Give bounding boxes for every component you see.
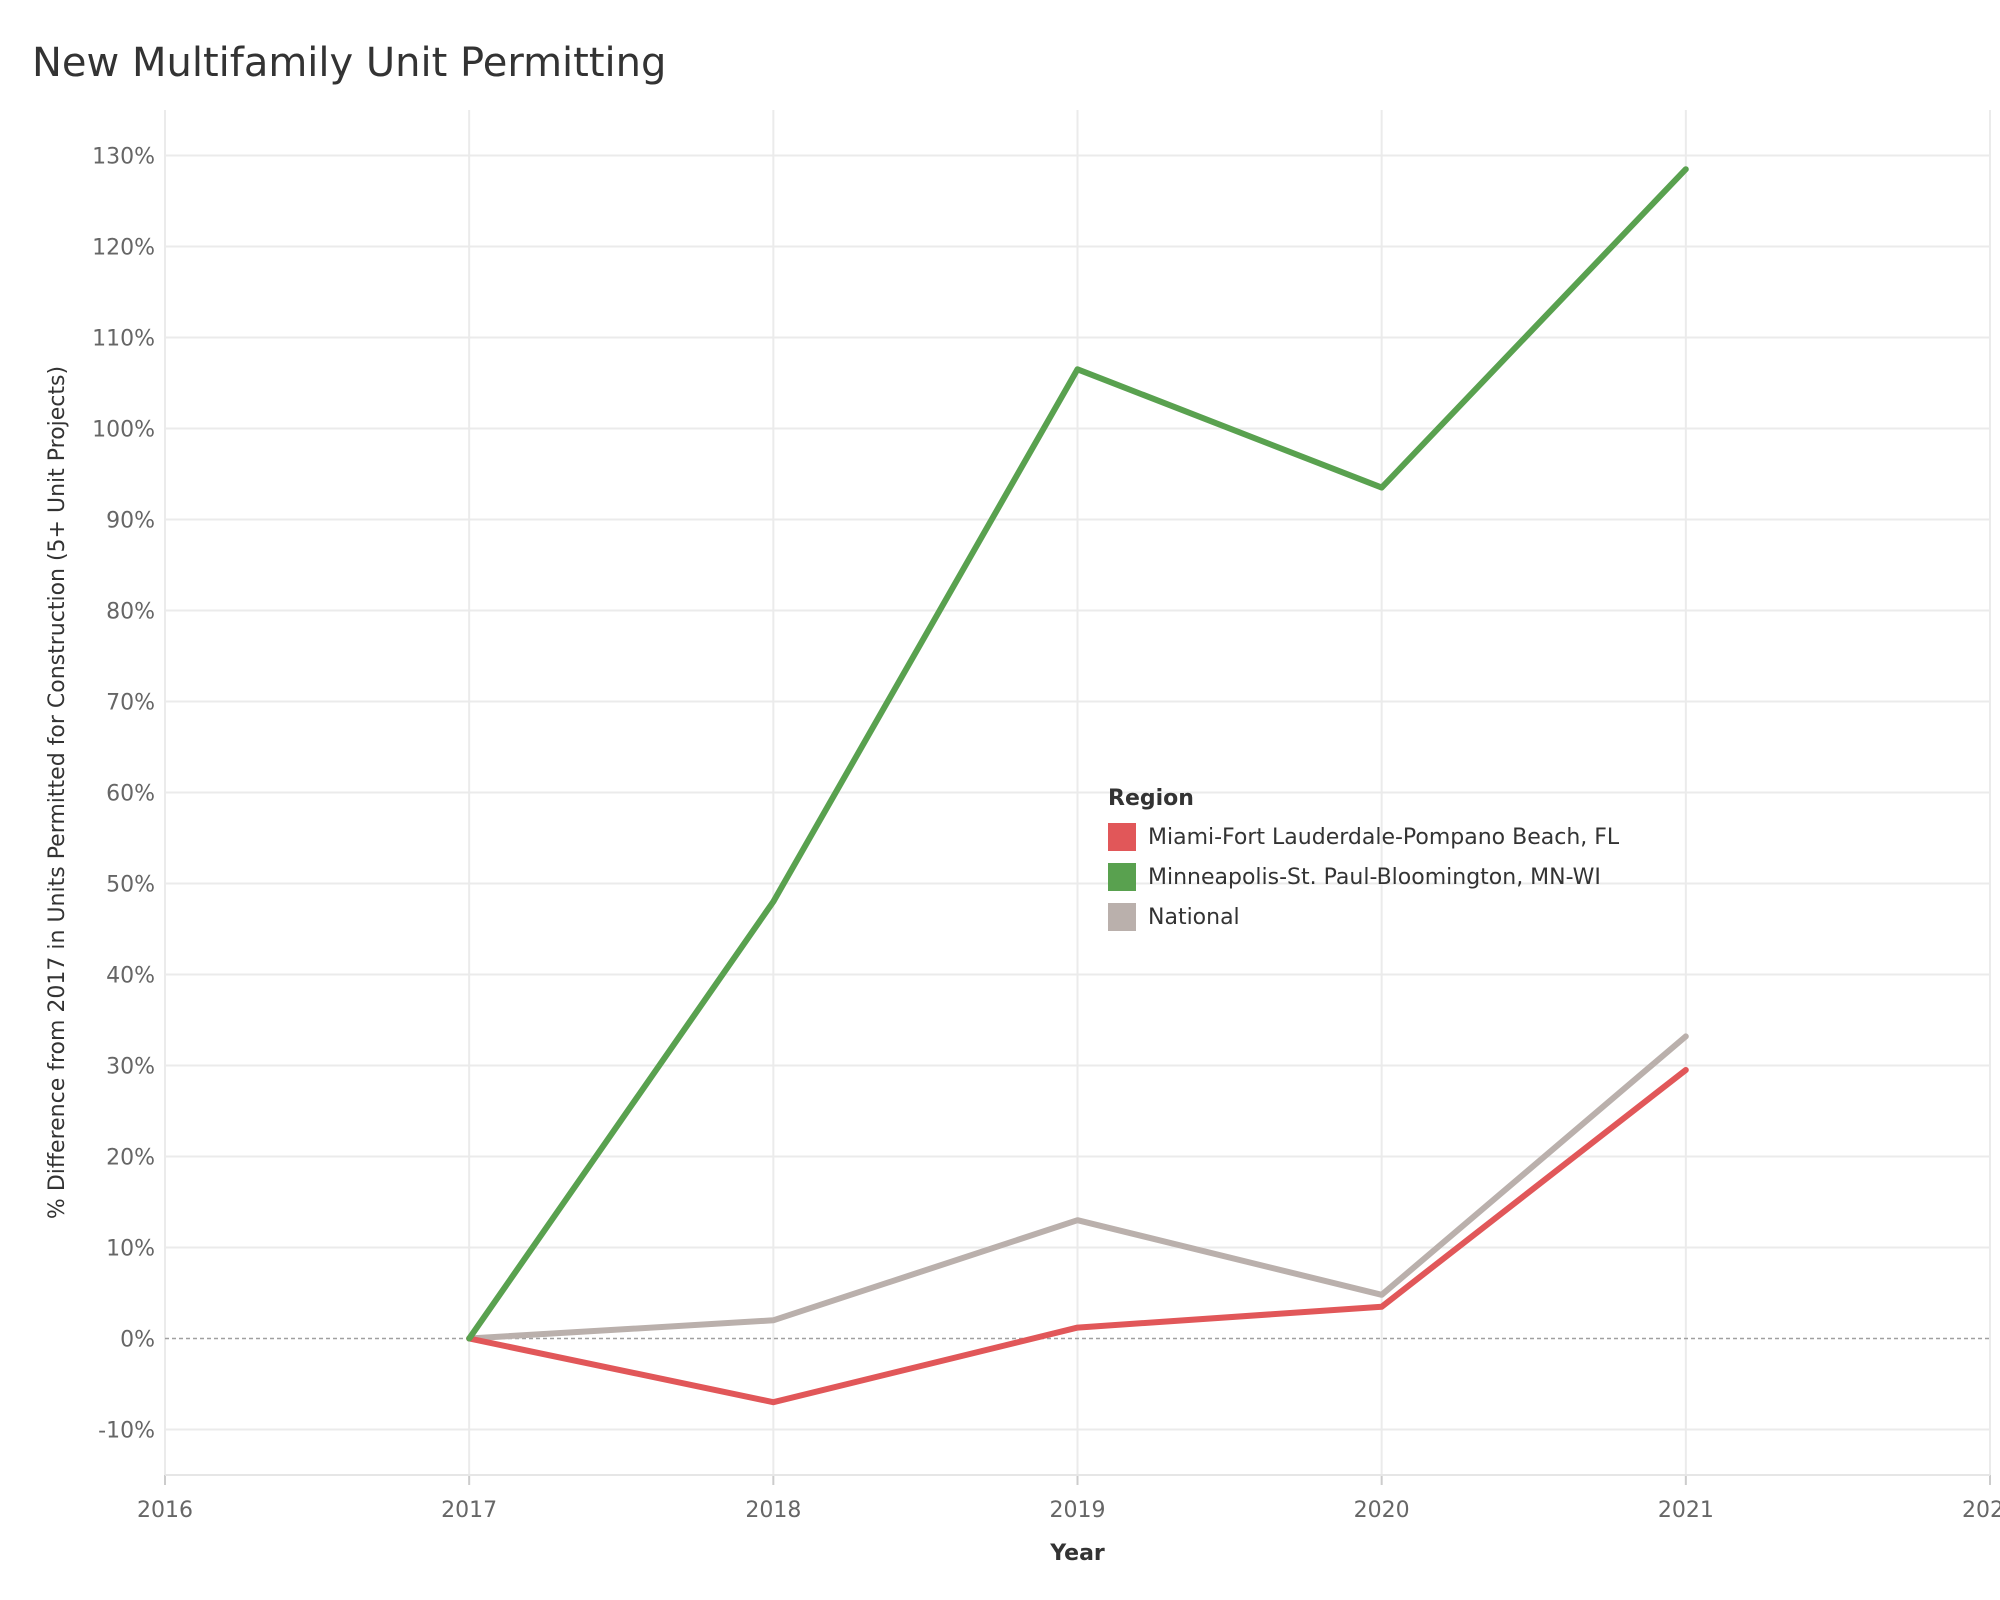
y-tick-label: 110% bbox=[92, 327, 155, 352]
series-line-minneapolis[interactable] bbox=[466, 166, 1689, 1342]
y-tick-label: 10% bbox=[106, 1237, 155, 1262]
legend-label-national: National bbox=[1148, 904, 1240, 930]
legend-item-miami[interactable]: Miami-Fort Lauderdale-Pompano Beach, FL bbox=[1108, 817, 1619, 857]
y-tick-label: 30% bbox=[106, 1055, 155, 1080]
x-tick-label: 2016 bbox=[137, 1498, 193, 1523]
legend-title: Region bbox=[1108, 786, 1194, 811]
y-tick-label: 100% bbox=[92, 418, 155, 443]
legend-item-national[interactable]: National bbox=[1108, 897, 1619, 937]
y-axis-title: % Difference from 2017 in Units Permitte… bbox=[45, 366, 70, 1219]
series-line-national[interactable] bbox=[466, 1033, 1689, 1342]
y-tick-label: 50% bbox=[106, 873, 155, 898]
x-tick-label: 2021 bbox=[1658, 1498, 1714, 1523]
legend-swatch-miami bbox=[1108, 823, 1136, 851]
x-tick-label: 2019 bbox=[1050, 1498, 1106, 1523]
y-axis-ticks: -10% 0% 10% 20% 30% 40% 50% 60% 70% 80% 90% 100% 110… bbox=[92, 145, 155, 1444]
y-tick-label: 0% bbox=[120, 1328, 155, 1353]
x-tick-label: 2022 bbox=[1962, 1498, 2000, 1523]
y-tick-label: 90% bbox=[106, 509, 155, 534]
series-lines bbox=[466, 166, 1689, 1406]
legend: Region Miami-Fort Lauderdale-Pompano Bea… bbox=[1108, 786, 1619, 937]
y-tick-label: -10% bbox=[98, 1419, 155, 1444]
y-tick-label: 60% bbox=[106, 782, 155, 807]
legend-item-minneapolis[interactable]: Minneapolis-St. Paul-Bloomington, MN-WI bbox=[1108, 857, 1619, 897]
y-tick-label: 20% bbox=[106, 1146, 155, 1171]
chart-title: New Multifamily Unit Permitting bbox=[32, 40, 667, 86]
x-tick-label: 2018 bbox=[745, 1498, 801, 1523]
x-axis-ticks: 2016 2017 2018 2019 2020 2021 2022 bbox=[137, 1474, 2000, 1523]
x-tick-label: 2020 bbox=[1354, 1498, 1410, 1523]
legend-swatch-national bbox=[1108, 903, 1136, 931]
x-tick-label: 2017 bbox=[441, 1498, 497, 1523]
legend-label-miami: Miami-Fort Lauderdale-Pompano Beach, FL bbox=[1148, 824, 1620, 850]
y-tick-label: 120% bbox=[92, 236, 155, 261]
y-tick-label: 130% bbox=[92, 145, 155, 170]
y-tick-label: 80% bbox=[106, 600, 155, 625]
legend-label-minneapolis: Minneapolis-St. Paul-Bloomington, MN-WI bbox=[1148, 864, 1601, 890]
y-tick-label: 40% bbox=[106, 964, 155, 989]
x-axis-title: Year bbox=[1049, 1541, 1105, 1566]
gridlines bbox=[164, 110, 1991, 1475]
y-tick-label: 70% bbox=[106, 691, 155, 716]
legend-swatch-minneapolis bbox=[1108, 863, 1136, 891]
series-line-miami[interactable] bbox=[466, 1067, 1689, 1406]
